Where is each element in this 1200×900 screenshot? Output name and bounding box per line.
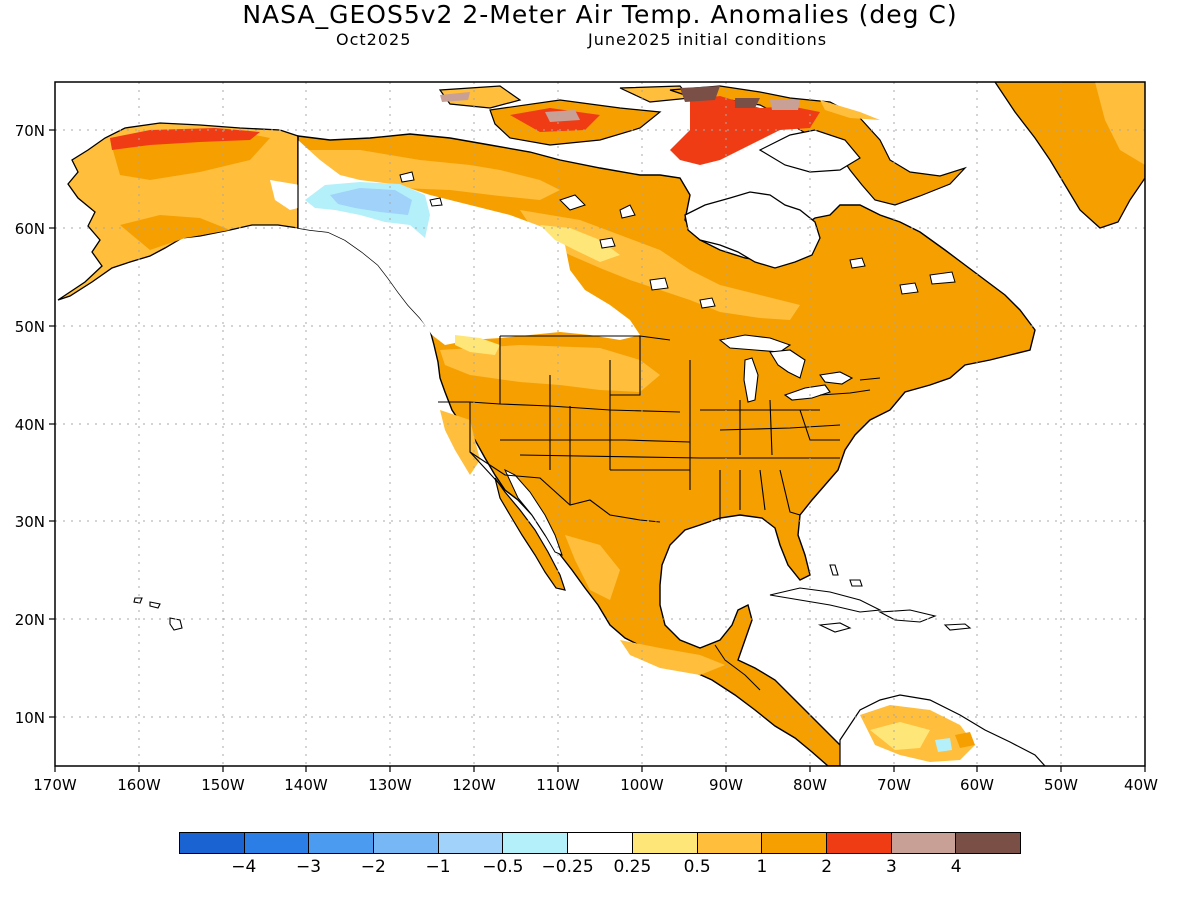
legend-labels: −4 −3 −2 −1 −0.5 −0.25 0.25 0.5 1 2 3 4 xyxy=(179,857,1021,879)
legend-swatch xyxy=(180,833,245,853)
lon-label: 40W xyxy=(1124,776,1158,794)
lat-label: 50N xyxy=(15,318,45,336)
map-title: NASA_GEOS5v2 2-Meter Air Temp. Anomalies… xyxy=(242,0,958,29)
legend-swatch xyxy=(374,833,439,853)
legend-swatch xyxy=(244,833,310,853)
legend-tick-label: −2 xyxy=(360,857,386,877)
lat-label: 70N xyxy=(15,122,45,140)
lon-label: 170W xyxy=(33,776,77,794)
legend-tick-label: −4 xyxy=(231,857,257,877)
legend-swatch xyxy=(503,833,569,853)
legend-tick-label: 0.5 xyxy=(683,857,711,877)
legend-swatch xyxy=(891,833,957,853)
lat-label: 10N xyxy=(15,709,45,727)
lon-label: 80W xyxy=(793,776,827,794)
legend-swatch xyxy=(956,833,1020,853)
lon-label: 100W xyxy=(620,776,664,794)
initial-conditions: June2025 initial conditions xyxy=(588,30,828,49)
legend-tick-label: −0.5 xyxy=(482,857,524,877)
legend-tick-label: −3 xyxy=(296,857,322,877)
forecast-month: Oct2025 xyxy=(336,30,412,49)
lon-label: 50W xyxy=(1044,776,1078,794)
lon-label: 110W xyxy=(536,776,580,794)
legend-swatch xyxy=(438,833,504,853)
us-state-borders xyxy=(438,335,881,520)
lat-label: 20N xyxy=(15,611,45,629)
hudson-bay xyxy=(684,191,821,269)
lon-label: 120W xyxy=(452,776,496,794)
lon-label: 130W xyxy=(368,776,412,794)
lon-label: 70W xyxy=(877,776,911,794)
lat-label: 60N xyxy=(15,220,45,238)
legend-tick-label: −0.25 xyxy=(541,857,594,877)
legend-swatch xyxy=(568,833,633,853)
graticule xyxy=(55,82,1145,766)
legend-tick-label: 3 xyxy=(886,857,897,877)
lon-label: 90W xyxy=(709,776,743,794)
legend-tick-label: −1 xyxy=(425,857,451,877)
great-lakes xyxy=(718,334,854,403)
lon-label: 150W xyxy=(201,776,245,794)
legend-swatch xyxy=(632,833,698,853)
lat-label: 40N xyxy=(15,416,45,434)
lon-label: 60W xyxy=(960,776,994,794)
legend-tick-label: 1 xyxy=(756,857,768,877)
legend-swatch xyxy=(697,833,763,853)
legend-tick-label: 2 xyxy=(821,857,833,877)
lat-label: 30N xyxy=(15,513,45,531)
legend-swatch xyxy=(309,833,375,853)
legend-swatch xyxy=(826,833,892,853)
lon-label: 160W xyxy=(117,776,161,794)
lon-label: 140W xyxy=(284,776,328,794)
legend-swatch xyxy=(762,833,827,853)
hawaii-islands xyxy=(133,597,183,631)
legend-tick-label: 0.25 xyxy=(613,857,652,877)
legend-tick-label: 4 xyxy=(950,857,962,877)
caribbean-islands xyxy=(769,564,972,633)
color-legend xyxy=(179,832,1021,854)
